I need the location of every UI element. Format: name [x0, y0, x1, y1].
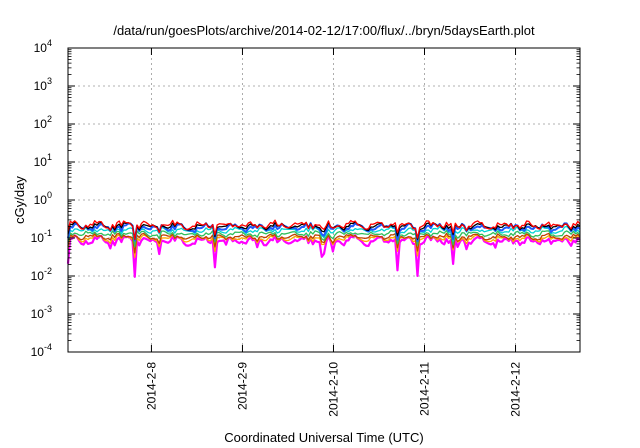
x-axis-label: Coordinated Universal Time (UTC): [224, 430, 423, 445]
series-line: [67, 219, 581, 240]
y-tick-label: 104: [34, 38, 52, 55]
grid: [68, 48, 580, 352]
x-axis: 2014-2-8 2014-2-9 2014-2-10 2014-2-11 2014-2…: [144, 48, 523, 417]
x-tick-label: 2014-2-9: [235, 362, 249, 410]
y-tick-label: 10-2: [31, 266, 52, 283]
x-tick-label: 2014-2-10: [326, 362, 340, 417]
y-tick-label: 100: [34, 190, 52, 207]
series-line: [67, 232, 581, 254]
chart-title: /data/run/goesPlots/archive/2014-02-12/1…: [113, 23, 535, 38]
y-tick-label: 10-4: [31, 342, 52, 359]
series-line: [67, 229, 581, 248]
x-tick-label: 2014-2-8: [144, 362, 158, 410]
y-tick-label: 103: [34, 76, 52, 93]
y-tick-label: 101: [34, 152, 52, 169]
y-tick-label: 10-3: [31, 304, 52, 321]
y-axis: 10-4 10-3 10-2 10-1 100 101 102 103 104: [31, 38, 580, 359]
x-tick-label: 2014-2-12: [509, 362, 523, 417]
x-tick-label: 2014-2-11: [418, 362, 432, 416]
y-tick-label: 10-1: [31, 228, 52, 245]
y-tick-label: 102: [34, 114, 52, 131]
series-layer: [66, 219, 581, 278]
y-axis-label: cGy/day: [12, 176, 27, 224]
